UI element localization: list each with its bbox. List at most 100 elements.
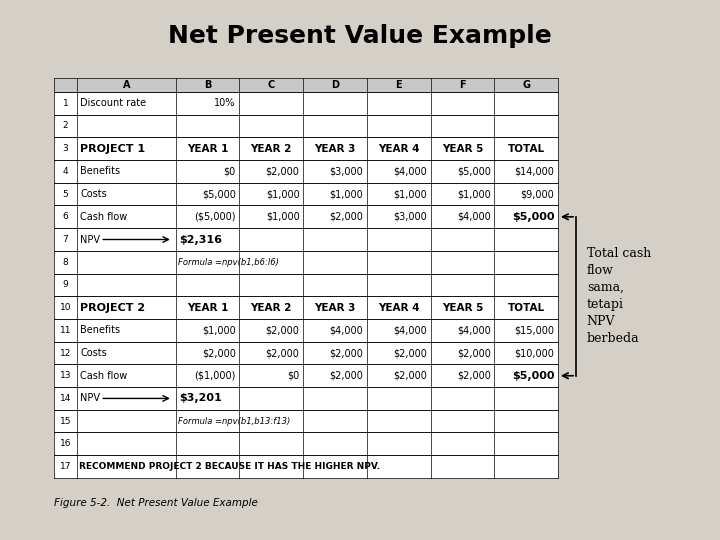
Text: $1,000: $1,000 bbox=[393, 189, 427, 199]
Bar bbox=[54, 319, 558, 342]
Text: YEAR 5: YEAR 5 bbox=[442, 302, 483, 313]
Bar bbox=[54, 364, 558, 387]
Text: $3,000: $3,000 bbox=[330, 166, 363, 177]
Text: 10: 10 bbox=[60, 303, 71, 312]
Text: Net Present Value Example: Net Present Value Example bbox=[168, 24, 552, 48]
Bar bbox=[54, 78, 558, 92]
Text: $15,000: $15,000 bbox=[514, 325, 554, 335]
Text: $14,000: $14,000 bbox=[515, 166, 554, 177]
Text: Costs: Costs bbox=[80, 348, 107, 358]
Text: $2,000: $2,000 bbox=[266, 325, 300, 335]
Bar bbox=[54, 205, 558, 228]
Text: $5,000: $5,000 bbox=[512, 212, 554, 222]
Text: 6: 6 bbox=[63, 212, 68, 221]
Text: $1,000: $1,000 bbox=[457, 189, 490, 199]
Text: 2: 2 bbox=[63, 122, 68, 131]
Text: 15: 15 bbox=[60, 417, 71, 426]
Text: $0: $0 bbox=[287, 371, 300, 381]
Text: Formula =npv(b1,b13:f13): Formula =npv(b1,b13:f13) bbox=[178, 417, 290, 426]
Text: ($5,000): ($5,000) bbox=[194, 212, 235, 222]
Text: $2,000: $2,000 bbox=[329, 348, 363, 358]
Text: $9,000: $9,000 bbox=[521, 189, 554, 199]
Text: $5,000: $5,000 bbox=[512, 371, 554, 381]
Text: TOTAL: TOTAL bbox=[508, 144, 545, 154]
Text: $5,000: $5,000 bbox=[202, 189, 235, 199]
Text: $4,000: $4,000 bbox=[457, 325, 490, 335]
Text: $3,201: $3,201 bbox=[179, 394, 222, 403]
Text: $2,000: $2,000 bbox=[202, 348, 235, 358]
Text: TOTAL: TOTAL bbox=[508, 302, 545, 313]
Text: YEAR 1: YEAR 1 bbox=[186, 144, 228, 154]
Text: YEAR 4: YEAR 4 bbox=[378, 144, 420, 154]
Text: 17: 17 bbox=[60, 462, 71, 471]
Text: Cash flow: Cash flow bbox=[80, 371, 127, 381]
Text: E: E bbox=[395, 80, 402, 90]
Text: C: C bbox=[268, 80, 275, 90]
Text: YEAR 3: YEAR 3 bbox=[314, 144, 356, 154]
Text: 16: 16 bbox=[60, 440, 71, 448]
Text: 9: 9 bbox=[63, 280, 68, 289]
Text: 11: 11 bbox=[60, 326, 71, 335]
Text: Formula =npv(b1,b6:l6): Formula =npv(b1,b6:l6) bbox=[178, 258, 279, 267]
Bar bbox=[54, 274, 558, 296]
Text: $2,000: $2,000 bbox=[266, 348, 300, 358]
Text: $2,000: $2,000 bbox=[456, 371, 490, 381]
Text: RECOMMEND PROJECT 2 BECAUSE IT HAS THE HIGHER NPV.: RECOMMEND PROJECT 2 BECAUSE IT HAS THE H… bbox=[79, 462, 380, 471]
Text: 4: 4 bbox=[63, 167, 68, 176]
Text: 13: 13 bbox=[60, 371, 71, 380]
Text: 1: 1 bbox=[63, 99, 68, 108]
Bar bbox=[54, 410, 558, 433]
Text: $10,000: $10,000 bbox=[515, 348, 554, 358]
Text: NPV: NPV bbox=[80, 234, 100, 245]
Text: G: G bbox=[522, 80, 530, 90]
Text: YEAR 2: YEAR 2 bbox=[251, 302, 292, 313]
Text: YEAR 1: YEAR 1 bbox=[186, 302, 228, 313]
Bar bbox=[54, 228, 558, 251]
Text: Benefits: Benefits bbox=[80, 166, 120, 177]
Text: YEAR 5: YEAR 5 bbox=[442, 144, 483, 154]
Text: 3: 3 bbox=[63, 144, 68, 153]
Text: Total cash
flow
sama,
tetapi
NPV
berbeda: Total cash flow sama, tetapi NPV berbeda bbox=[587, 247, 651, 345]
Text: $1,000: $1,000 bbox=[330, 189, 363, 199]
Text: YEAR 2: YEAR 2 bbox=[251, 144, 292, 154]
Text: $4,000: $4,000 bbox=[457, 212, 490, 222]
Text: $5,000: $5,000 bbox=[456, 166, 490, 177]
Text: $1,000: $1,000 bbox=[202, 325, 235, 335]
Bar bbox=[54, 251, 558, 274]
Text: $2,000: $2,000 bbox=[393, 348, 427, 358]
Text: NPV: NPV bbox=[80, 394, 100, 403]
Bar bbox=[54, 342, 558, 364]
Text: Figure 5-2.  Net Present Value Example: Figure 5-2. Net Present Value Example bbox=[54, 497, 258, 508]
Bar bbox=[54, 137, 558, 160]
Bar bbox=[54, 296, 558, 319]
Bar bbox=[54, 183, 558, 205]
Text: F: F bbox=[459, 80, 466, 90]
Text: 8: 8 bbox=[63, 258, 68, 267]
Bar bbox=[54, 433, 558, 455]
Bar bbox=[54, 455, 558, 478]
Text: PROJECT 2: PROJECT 2 bbox=[80, 302, 145, 313]
Text: $4,000: $4,000 bbox=[330, 325, 363, 335]
Text: $4,000: $4,000 bbox=[393, 325, 427, 335]
Text: 5: 5 bbox=[63, 190, 68, 199]
Text: A: A bbox=[122, 80, 130, 90]
Text: PROJECT 1: PROJECT 1 bbox=[80, 144, 145, 154]
Text: D: D bbox=[331, 80, 339, 90]
Text: ($1,000): ($1,000) bbox=[194, 371, 235, 381]
Text: Benefits: Benefits bbox=[80, 325, 120, 335]
Text: 12: 12 bbox=[60, 348, 71, 357]
Bar bbox=[54, 387, 558, 410]
Bar bbox=[54, 160, 558, 183]
Bar bbox=[54, 114, 558, 137]
Text: $2,316: $2,316 bbox=[179, 234, 222, 245]
Text: $0: $0 bbox=[223, 166, 235, 177]
Text: Discount rate: Discount rate bbox=[80, 98, 146, 109]
Text: $2,000: $2,000 bbox=[329, 212, 363, 222]
Text: 14: 14 bbox=[60, 394, 71, 403]
Text: B: B bbox=[204, 80, 211, 90]
Text: $4,000: $4,000 bbox=[393, 166, 427, 177]
Text: 7: 7 bbox=[63, 235, 68, 244]
Text: 10%: 10% bbox=[215, 98, 235, 109]
Text: $2,000: $2,000 bbox=[393, 371, 427, 381]
Text: YEAR 3: YEAR 3 bbox=[314, 302, 356, 313]
